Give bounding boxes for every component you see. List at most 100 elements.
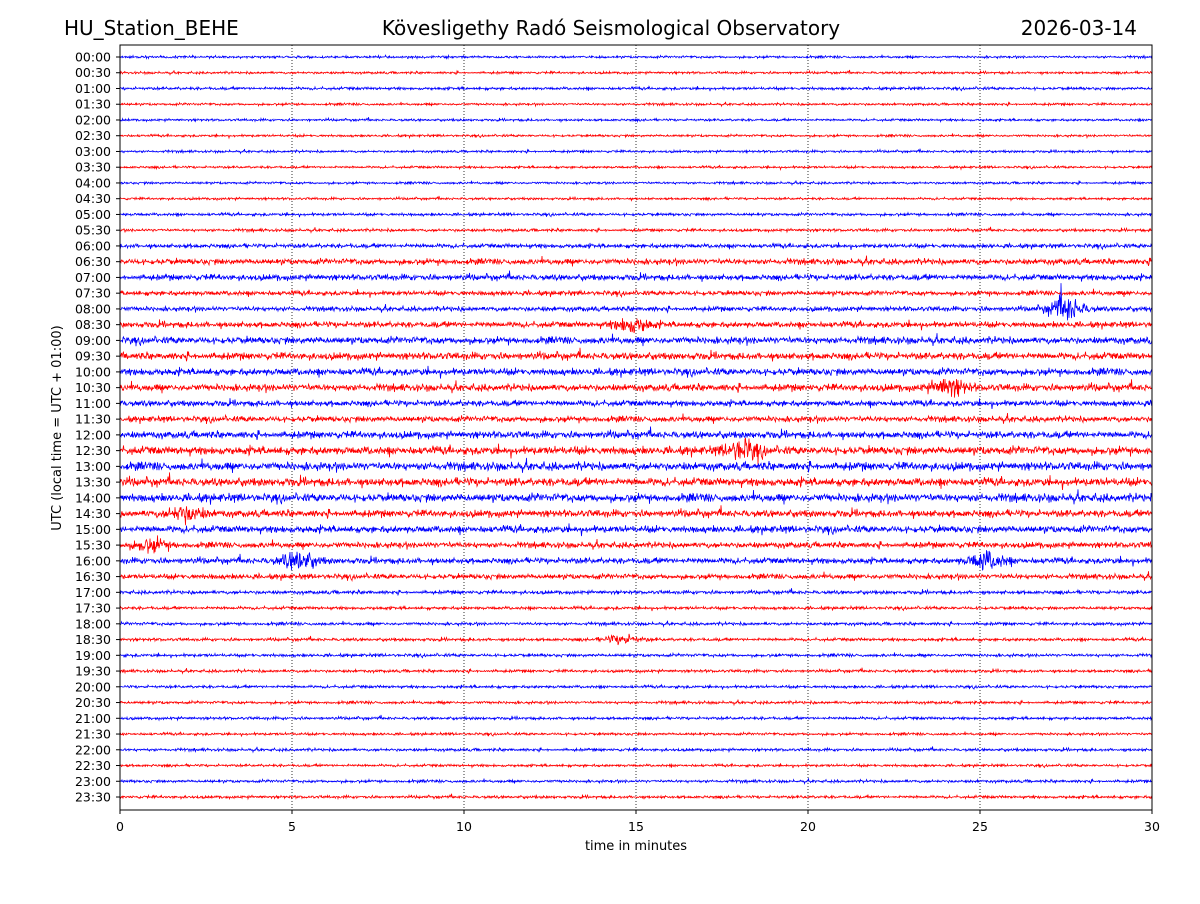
y-tick-label: 20:30 (75, 695, 111, 710)
trace-0700 (119, 270, 1153, 283)
y-tick-label: 23:30 (75, 790, 111, 805)
y-tick-label: 23:00 (75, 774, 111, 789)
trace-1630 (119, 571, 1153, 583)
trace-1400 (119, 489, 1153, 505)
trace-1030 (119, 378, 1153, 398)
y-tick-label: 17:00 (75, 585, 111, 600)
y-tick-label: 01:00 (75, 81, 111, 96)
trace-1300 (119, 457, 1153, 474)
trace-1130 (119, 413, 1153, 425)
y-tick-label: 05:00 (75, 207, 111, 222)
trace-0530 (119, 226, 1153, 234)
x-tick-label: 30 (1144, 819, 1160, 834)
y-tick-label: 03:30 (75, 160, 111, 175)
chart-date: 2026-03-14 (1021, 16, 1137, 40)
trace-0330 (119, 164, 1153, 171)
y-tick-label: 02:30 (75, 128, 111, 143)
y-tick-label: 10:00 (75, 364, 111, 379)
trace-2330 (119, 793, 1153, 801)
y-tick-label: 13:00 (75, 459, 111, 474)
trace-0430 (119, 195, 1153, 202)
y-tick-label: 03:00 (75, 144, 111, 159)
y-tick-label: 08:30 (75, 317, 111, 332)
y-tick-label: 07:30 (75, 286, 111, 301)
trace-1100 (119, 398, 1153, 410)
y-tick-label: 16:00 (75, 553, 111, 568)
y-tick-label: 22:00 (75, 742, 111, 757)
station-name: HU_Station_BEHE (64, 16, 239, 40)
y-tick-label: 16:30 (75, 569, 111, 584)
trace-1200 (119, 426, 1153, 441)
x-tick-label: 5 (288, 819, 296, 834)
trace-0500 (119, 211, 1153, 218)
y-tick-label: 12:30 (75, 443, 111, 458)
y-tick-label: 06:30 (75, 254, 111, 269)
trace-2230 (119, 762, 1153, 769)
x-tick-label: 10 (456, 819, 472, 834)
trace-1530 (119, 535, 1153, 554)
y-tick-label: 18:30 (75, 632, 111, 647)
trace-2200 (119, 746, 1153, 754)
y-tick-label: 06:00 (75, 238, 111, 253)
trace-2300 (119, 778, 1153, 785)
y-tick-label: 21:00 (75, 711, 111, 726)
y-axis-label: UTC (local time = UTC + 01:00) (50, 325, 65, 530)
trace-0930 (119, 347, 1153, 362)
trace-0730 (119, 288, 1153, 299)
y-tick-label: 13:30 (75, 475, 111, 490)
y-tick-label: 11:30 (75, 412, 111, 427)
y-tick-label: 14:00 (75, 490, 111, 505)
trace-2130 (119, 731, 1153, 738)
trace-1900 (119, 651, 1153, 659)
trace-1730 (119, 604, 1153, 612)
y-tick-label: 11:00 (75, 396, 111, 411)
trace-0130 (119, 101, 1153, 108)
y-tick-label: 04:00 (75, 175, 111, 190)
y-tick-label: 09:30 (75, 349, 111, 364)
trace-0830 (119, 318, 1153, 334)
y-tick-label: 12:00 (75, 427, 111, 442)
y-tick-label: 07:00 (75, 270, 111, 285)
trace-1000 (119, 365, 1153, 379)
trace-1800 (119, 620, 1153, 628)
x-tick-label: 0 (116, 819, 124, 834)
trace-0600 (119, 241, 1153, 251)
y-tick-label: 00:30 (75, 65, 111, 80)
trace-1930 (119, 667, 1153, 675)
y-tick-label: 04:30 (75, 191, 111, 206)
y-tick-label: 21:30 (75, 727, 111, 742)
trace-0030 (119, 69, 1153, 76)
trace-0800 (119, 283, 1153, 321)
y-tick-label: 09:00 (75, 333, 111, 348)
trace-0200 (119, 116, 1153, 124)
y-tick-label: 10:30 (75, 380, 111, 395)
y-tick-label: 00:00 (75, 50, 111, 65)
y-tick-label: 22:30 (75, 758, 111, 773)
trace-0100 (119, 85, 1153, 92)
y-tick-label: 14:30 (75, 506, 111, 521)
y-tick-label: 19:00 (75, 648, 111, 663)
x-axis-label: time in minutes (585, 839, 687, 854)
trace-0230 (119, 132, 1153, 140)
trace-2030 (119, 699, 1153, 707)
y-tick-label: 20:00 (75, 679, 111, 694)
x-tick-label: 25 (972, 819, 988, 834)
y-tick-label: 15:30 (75, 538, 111, 553)
trace-0400 (119, 179, 1153, 187)
y-tick-label: 02:00 (75, 112, 111, 127)
y-tick-label: 18:00 (75, 616, 111, 631)
y-tick-label: 05:30 (75, 223, 111, 238)
trace-2100 (119, 714, 1153, 722)
x-tick-label: 20 (800, 819, 816, 834)
trace-2000 (119, 683, 1153, 690)
chart-title: Kövesligethy Radó Seismological Observat… (382, 16, 840, 40)
trace-0630 (119, 255, 1153, 267)
y-tick-label: 17:30 (75, 601, 111, 616)
trace-1330 (119, 472, 1153, 491)
trace-1500 (119, 523, 1153, 537)
y-tick-label: 15:00 (75, 522, 111, 537)
trace-1830 (119, 633, 1153, 646)
trace-0900 (119, 333, 1153, 347)
y-tick-label: 19:30 (75, 664, 111, 679)
trace-0000 (119, 53, 1153, 60)
